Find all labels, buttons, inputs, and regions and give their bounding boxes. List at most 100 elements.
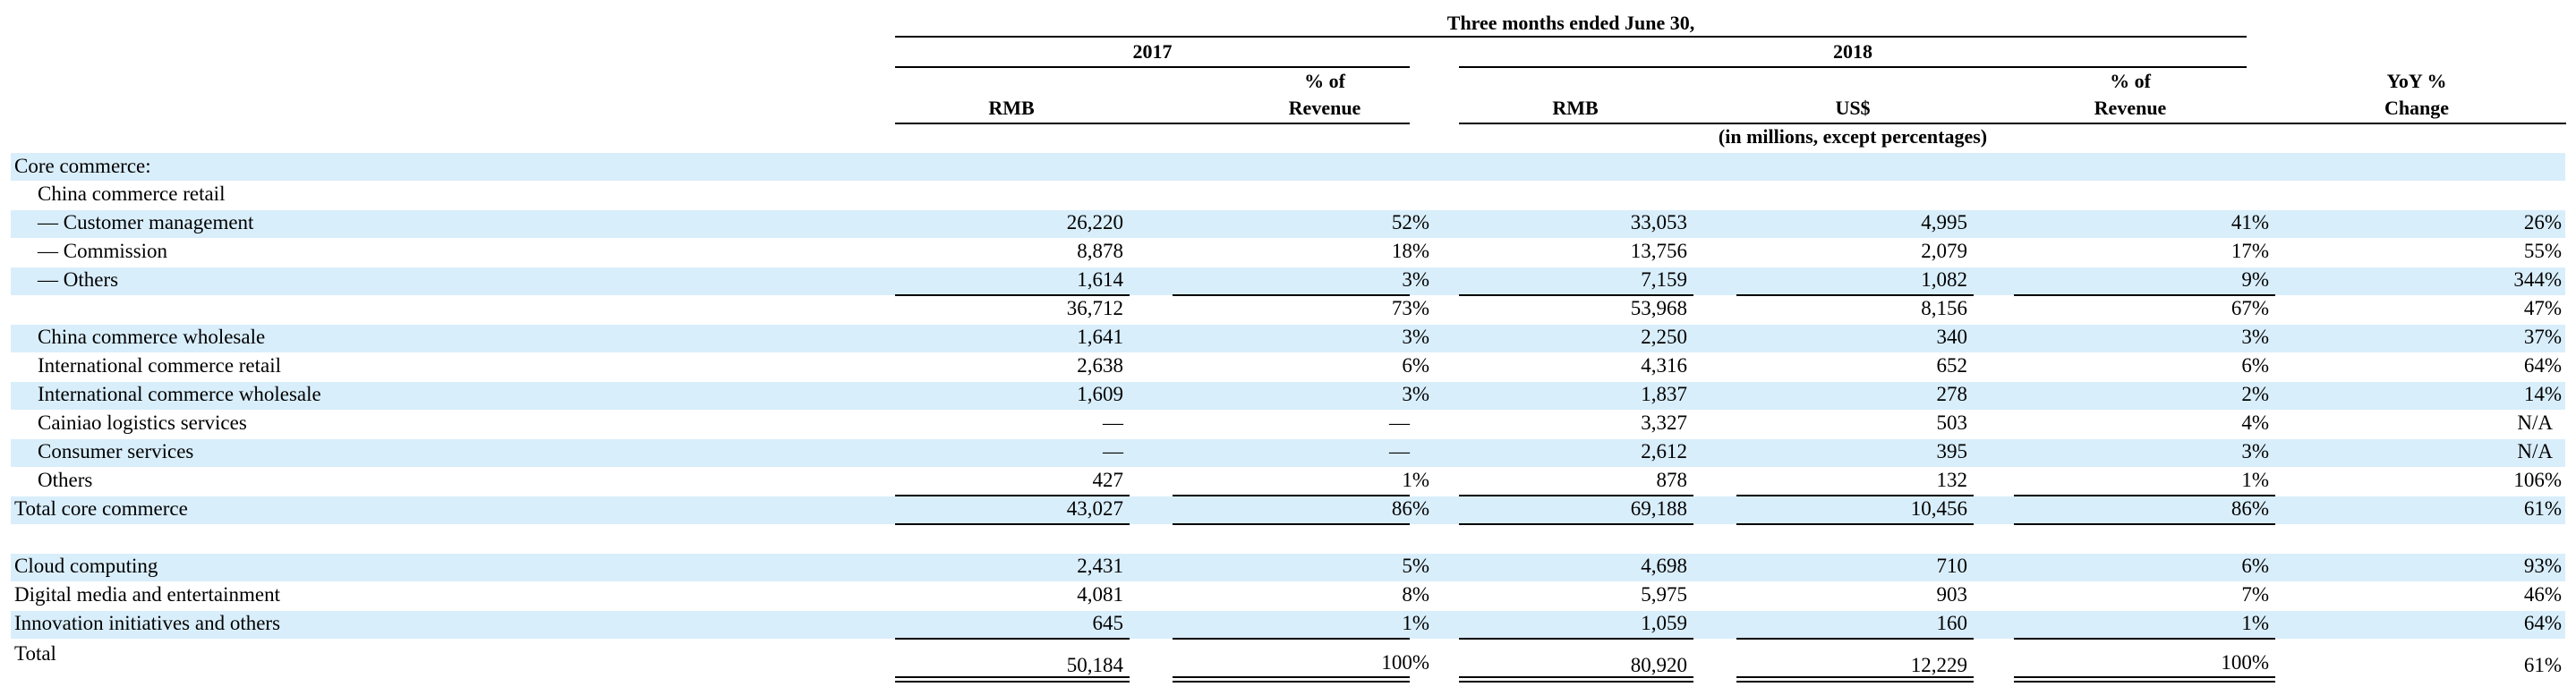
row-label: Innovation initiatives and others bbox=[14, 612, 281, 634]
cell-rmb-2017: 36,712 bbox=[1066, 297, 1123, 319]
row-label: Cloud computing bbox=[14, 555, 158, 577]
section-china-commerce-retail: China commerce retail bbox=[38, 182, 226, 205]
total-double-rule bbox=[1173, 676, 1410, 683]
row-band bbox=[11, 210, 2565, 238]
total-top-rule bbox=[1459, 638, 1693, 640]
total-core-bottom-rule bbox=[1736, 523, 1974, 525]
row-band bbox=[11, 611, 2565, 639]
cell-pct-2018: 7% bbox=[2241, 583, 2269, 606]
row-band bbox=[11, 439, 2565, 467]
cell-usd-2018: 160 bbox=[1936, 612, 1968, 634]
cell-pct-2018: 6% bbox=[2241, 555, 2269, 577]
cell-rmb-2017: 2,638 bbox=[1077, 354, 1123, 377]
pct-revenue-2017-line2: Revenue bbox=[1288, 97, 1361, 119]
cell-yoy: 14% bbox=[2523, 383, 2562, 405]
cell-rmb-2018: 53,968 bbox=[1630, 297, 1687, 319]
period-header: Three months ended June 30, bbox=[1446, 12, 1695, 34]
total-top-rule bbox=[2014, 638, 2275, 640]
cell-usd-2018: 278 bbox=[1936, 383, 1968, 405]
rmb-2018-header: RMB bbox=[1552, 97, 1599, 119]
cell-yoy: 61% bbox=[2523, 497, 2562, 520]
cell-rmb-2017: 2,431 bbox=[1077, 555, 1123, 577]
cell-rmb-2018: 1,059 bbox=[1641, 612, 1687, 634]
year-2017-underline bbox=[895, 66, 1410, 68]
cell-usd-2018: 903 bbox=[1936, 583, 1968, 606]
year-2017-header: 2017 bbox=[1132, 40, 1173, 63]
cell-pct-2017: 1% bbox=[1402, 612, 1429, 634]
pct-revenue-2018-line1: % of bbox=[2110, 70, 2151, 92]
row-label: Total core commerce bbox=[14, 497, 188, 520]
subtotal-rule bbox=[1459, 294, 1693, 296]
cell-usd-2018: 4,995 bbox=[1921, 211, 1967, 233]
cell-usd-2018: 132 bbox=[1936, 469, 1968, 491]
usd-2018-header: US$ bbox=[1835, 97, 1871, 119]
cell-rmb-2017: 50,184 bbox=[1066, 654, 1123, 676]
row-band bbox=[11, 153, 2565, 181]
cell-usd-2018: 10,456 bbox=[1910, 497, 1967, 520]
pct-revenue-2018-line2: Revenue bbox=[2094, 97, 2167, 119]
cell-pct-2018: 17% bbox=[2231, 240, 2269, 262]
cell-pct-2018: 1% bbox=[2241, 612, 2269, 634]
total-core-bottom-rule bbox=[895, 523, 1130, 525]
total-core-top-rule bbox=[895, 495, 1130, 496]
cell-rmb-2017: 26,220 bbox=[1066, 211, 1123, 233]
cell-yoy: 64% bbox=[2523, 354, 2562, 377]
cell-pct-2017: 52% bbox=[1391, 211, 1429, 233]
cell-pct-2018: 3% bbox=[2241, 440, 2269, 462]
cell-yoy: 26% bbox=[2523, 211, 2562, 233]
cell-pct-2017: — bbox=[1389, 440, 1410, 462]
row-band bbox=[11, 267, 2565, 295]
cell-pct-2017: 3% bbox=[1402, 383, 1429, 405]
cell-rmb-2017: — bbox=[1103, 440, 1123, 462]
total-top-rule bbox=[1736, 638, 1974, 640]
subtotal-rule bbox=[895, 294, 1130, 296]
cell-rmb-2017: 427 bbox=[1092, 469, 1124, 491]
row-band bbox=[11, 382, 2565, 410]
cell-usd-2018: 2,079 bbox=[1921, 240, 1967, 262]
total-core-top-rule bbox=[2014, 495, 2275, 496]
row-band bbox=[11, 496, 2565, 524]
header-bottom-rule-2017 bbox=[895, 123, 1410, 124]
cell-rmb-2017: 43,027 bbox=[1066, 497, 1123, 520]
subtotal-rule bbox=[1736, 294, 1974, 296]
cell-yoy: 61% bbox=[2523, 654, 2562, 676]
cell-pct-2017: 1% bbox=[1402, 469, 1429, 491]
cell-pct-2017: 86% bbox=[1391, 497, 1429, 520]
cell-yoy: 37% bbox=[2523, 326, 2562, 348]
cell-pct-2018: 41% bbox=[2231, 211, 2269, 233]
row-label: Total bbox=[14, 642, 56, 665]
cell-pct-2018: 9% bbox=[2241, 268, 2269, 291]
cell-rmb-2017: 4,081 bbox=[1077, 583, 1123, 606]
cell-yoy: 93% bbox=[2523, 555, 2562, 577]
row-label: China commerce wholesale bbox=[38, 326, 266, 348]
cell-yoy: 106% bbox=[2513, 469, 2562, 491]
cell-pct-2017: 5% bbox=[1402, 555, 1429, 577]
cell-rmb-2017: 1,614 bbox=[1077, 268, 1123, 291]
cell-rmb-2018: 33,053 bbox=[1630, 211, 1687, 233]
total-double-rule bbox=[2014, 676, 2275, 683]
cell-yoy: 344% bbox=[2513, 268, 2562, 291]
cell-rmb-2018: 80,920 bbox=[1630, 654, 1687, 676]
row-label: International commerce wholesale bbox=[38, 383, 321, 405]
cell-pct-2018: 4% bbox=[2241, 411, 2269, 434]
cell-pct-2018: 100% bbox=[2221, 651, 2269, 674]
row-band bbox=[11, 554, 2565, 581]
total-double-rule bbox=[1736, 676, 1974, 683]
year-2018-underline bbox=[1459, 66, 2247, 68]
cell-pct-2017: 73% bbox=[1391, 297, 1429, 319]
year-2018-header: 2018 bbox=[1833, 40, 1872, 63]
cell-pct-2017: 100% bbox=[1381, 651, 1429, 674]
header-bottom-rule-2018 bbox=[1459, 123, 2566, 124]
row-label: International commerce retail bbox=[38, 354, 282, 377]
cell-pct-2017: 3% bbox=[1402, 326, 1429, 348]
total-core-bottom-rule bbox=[1173, 523, 1410, 525]
cell-usd-2018: 1,082 bbox=[1921, 268, 1967, 291]
total-double-rule bbox=[895, 676, 1130, 683]
cell-yoy: N/A bbox=[2517, 411, 2553, 434]
cell-pct-2017: 8% bbox=[1402, 583, 1429, 606]
subtotal-rule bbox=[1173, 294, 1410, 296]
row-band bbox=[11, 325, 2565, 352]
cell-pct-2018: 86% bbox=[2231, 497, 2269, 520]
cell-usd-2018: 652 bbox=[1936, 354, 1968, 377]
total-top-rule bbox=[1173, 638, 1410, 640]
